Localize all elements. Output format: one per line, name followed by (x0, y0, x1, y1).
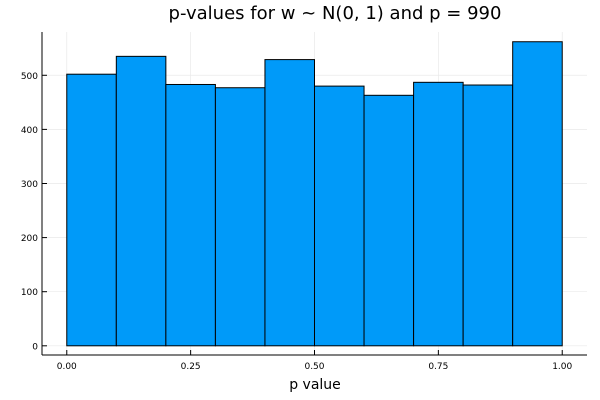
histogram-bar-9 (512, 41, 563, 347)
histogram-bars (66, 41, 563, 347)
x-tick-label-4: 1.00 (552, 362, 572, 372)
x-tick-label-1: 0.25 (181, 362, 201, 372)
y-tick-label-0: 0 (32, 342, 38, 352)
histogram-bar-3 (214, 87, 266, 347)
histogram-bar-0 (66, 73, 117, 347)
histogram-bar-5 (314, 85, 365, 347)
x-tick-label-2: 0.50 (304, 362, 324, 372)
histogram-bar-8 (462, 84, 514, 347)
x-tick-label-0: 0.00 (57, 362, 77, 372)
x-axis-title: p value (289, 377, 341, 393)
y-tick-label-4: 400 (21, 126, 38, 136)
x-tick-label-3: 0.75 (428, 362, 448, 372)
histogram-bar-7 (413, 81, 464, 347)
histogram-bar-1 (115, 55, 167, 347)
x-axis-ticks: 0.00 0.25 0.50 0.75 1.00 (57, 350, 573, 372)
y-tick-label-3: 300 (21, 180, 38, 190)
histogram-bar-4 (264, 59, 316, 347)
chart-title: p-values for w ~ N(0, 1) and p = 990 (169, 3, 502, 24)
histogram-bar-2 (165, 83, 216, 347)
y-tick-label-2: 200 (21, 234, 38, 244)
y-axis-ticks: 0 100 200 300 400 500 (21, 72, 47, 352)
y-tick-label-1: 100 (21, 288, 38, 298)
histogram-bar-6 (363, 94, 415, 347)
y-tick-label-5: 500 (21, 72, 38, 82)
